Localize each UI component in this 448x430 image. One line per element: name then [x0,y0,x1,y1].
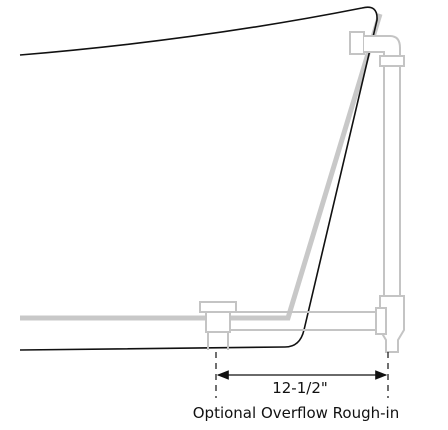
drain [199,301,237,350]
tub-inner-wall [20,13,383,321]
caption: Optional Overflow Rough-in [193,404,399,422]
tub-outline [19,6,378,351]
dimension-label: 12-1/2" [272,379,328,397]
overflow-pipe [230,31,405,353]
